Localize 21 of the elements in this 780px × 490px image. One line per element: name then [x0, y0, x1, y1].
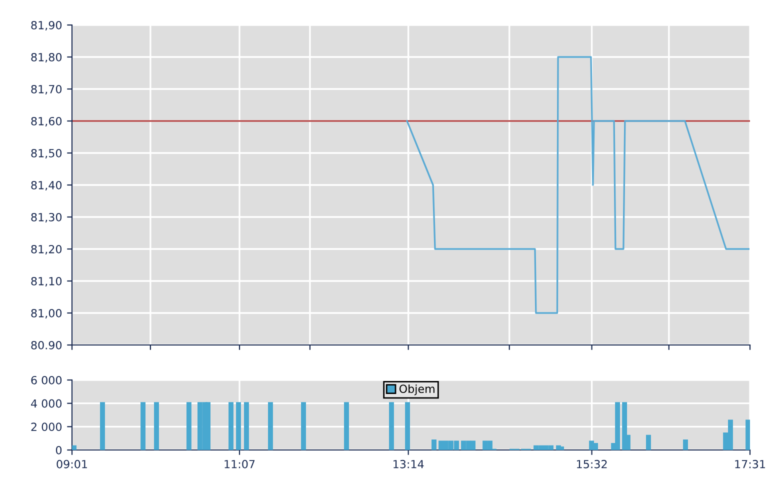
y-tick-label: 6 000	[31, 376, 62, 384]
y-tick-label: 81,20	[31, 244, 62, 255]
x-tick-label: 15:32	[577, 460, 607, 468]
y-tick-label: 81,00	[31, 308, 62, 319]
y-tick-label: 81,90	[31, 20, 62, 31]
y-tick-label: 0	[56, 446, 62, 454]
y-tick-label: 81,60	[31, 116, 62, 127]
y-tick-label: 2 000	[31, 422, 62, 432]
y-tick-label: 81,50	[31, 148, 62, 159]
y-tick-label: 81,40	[31, 180, 62, 191]
y-tick-label: 80.90	[31, 340, 62, 350]
x-tick-label: 13:14	[394, 460, 424, 468]
y-tick-label: 81,10	[31, 276, 62, 287]
y-tick-label: 4 000	[31, 399, 62, 408]
x-tick-label: 11:07	[224, 460, 255, 468]
y-tick-label: 81,30	[31, 212, 62, 223]
legend-label: Objem	[399, 384, 434, 396]
x-tick-label: 09:01	[56, 460, 87, 468]
x-tick-label: 17:31	[735, 460, 765, 468]
y-tick-label: 81,70	[31, 84, 62, 95]
y-tick-label: 81,80	[31, 52, 62, 63]
